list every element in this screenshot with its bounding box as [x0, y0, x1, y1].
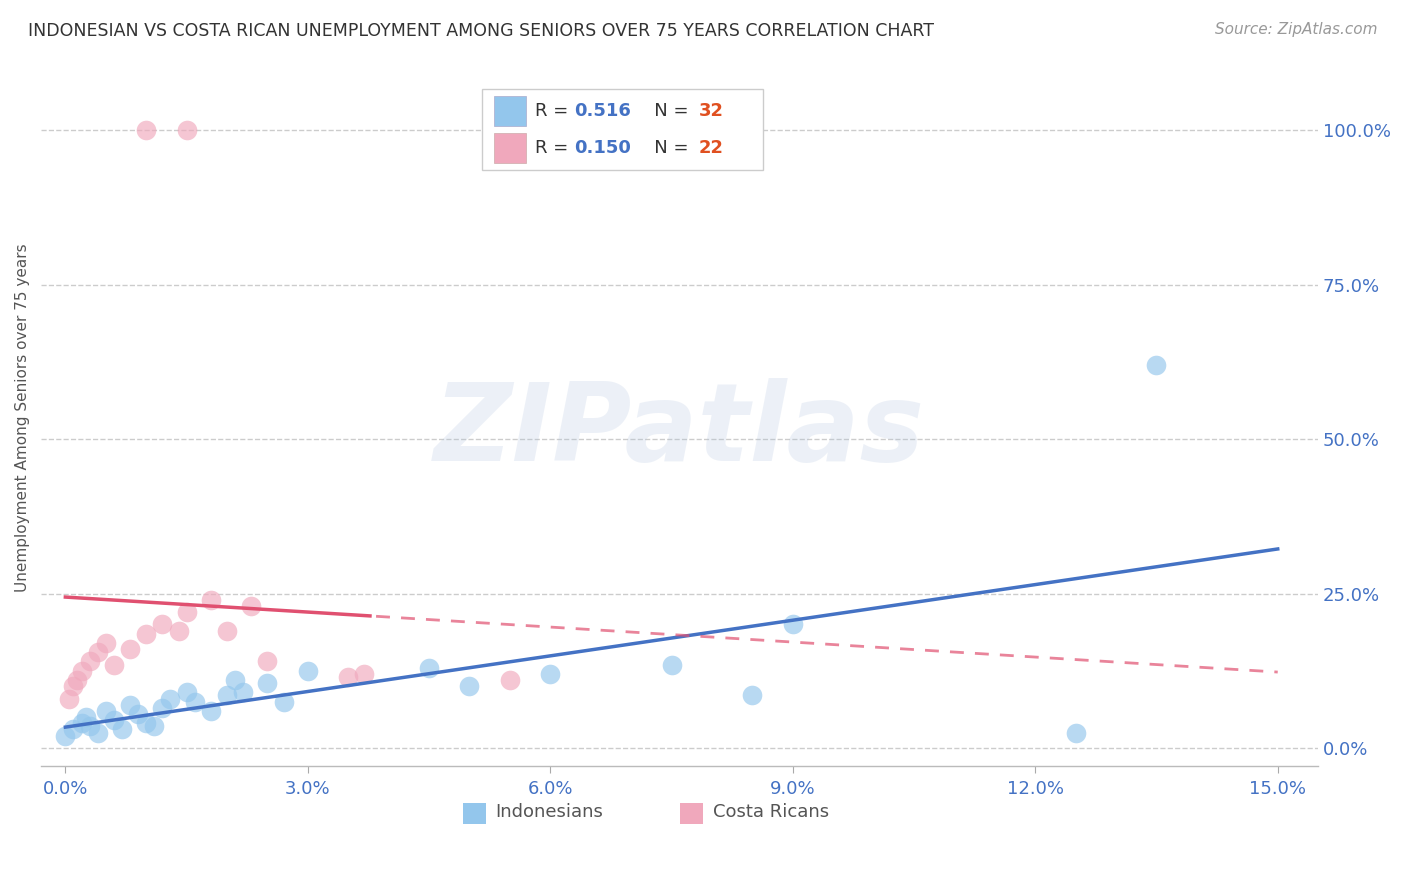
- Point: [297, 664, 319, 678]
- Point: [79, 655, 101, 669]
- Text: 0.516: 0.516: [574, 102, 630, 120]
- Point: [58, 691, 80, 706]
- Point: [150, 700, 173, 714]
- FancyBboxPatch shape: [463, 804, 485, 824]
- Text: INDONESIAN VS COSTA RICAN UNEMPLOYMENT AMONG SENIORS OVER 75 YEARS CORRELATION C: INDONESIAN VS COSTA RICAN UNEMPLOYMENT A…: [28, 22, 934, 40]
- FancyBboxPatch shape: [495, 96, 526, 126]
- Text: N =: N =: [637, 139, 695, 157]
- Text: Source: ZipAtlas.com: Source: ZipAtlas.com: [1215, 22, 1378, 37]
- Point: [135, 716, 157, 731]
- Point: [94, 636, 117, 650]
- Point: [215, 624, 238, 638]
- Point: [458, 679, 481, 693]
- Point: [118, 642, 141, 657]
- Point: [224, 673, 246, 687]
- FancyBboxPatch shape: [482, 89, 762, 169]
- Point: [103, 713, 125, 727]
- Text: R =: R =: [536, 139, 574, 157]
- Point: [215, 689, 238, 703]
- Point: [143, 719, 166, 733]
- Text: Costa Ricans: Costa Ricans: [713, 803, 830, 821]
- Point: [538, 666, 561, 681]
- FancyBboxPatch shape: [495, 134, 526, 162]
- Text: 32: 32: [699, 102, 724, 120]
- Point: [70, 664, 93, 678]
- Point: [353, 666, 375, 681]
- Point: [150, 617, 173, 632]
- Text: 0.150: 0.150: [574, 139, 630, 157]
- Point: [273, 695, 295, 709]
- Point: [118, 698, 141, 712]
- Point: [1064, 725, 1087, 739]
- Point: [127, 706, 149, 721]
- Point: [53, 729, 76, 743]
- Y-axis label: Unemployment Among Seniors over 75 years: Unemployment Among Seniors over 75 years: [15, 244, 30, 591]
- Point: [79, 719, 101, 733]
- Point: [499, 673, 522, 687]
- Point: [176, 605, 198, 619]
- Point: [240, 599, 263, 613]
- Point: [418, 660, 440, 674]
- Point: [232, 685, 254, 699]
- Point: [111, 723, 134, 737]
- Text: Indonesians: Indonesians: [496, 803, 603, 821]
- Point: [66, 673, 89, 687]
- Point: [75, 710, 97, 724]
- Point: [176, 123, 198, 137]
- Point: [782, 617, 804, 632]
- Point: [661, 657, 683, 672]
- Point: [200, 592, 222, 607]
- Point: [70, 716, 93, 731]
- Point: [1146, 358, 1168, 372]
- Point: [176, 685, 198, 699]
- Point: [135, 626, 157, 640]
- Point: [200, 704, 222, 718]
- Point: [86, 645, 108, 659]
- Point: [337, 670, 360, 684]
- Point: [86, 725, 108, 739]
- Point: [103, 657, 125, 672]
- Point: [135, 123, 157, 137]
- Point: [183, 695, 205, 709]
- FancyBboxPatch shape: [679, 804, 703, 824]
- Point: [62, 679, 84, 693]
- Point: [62, 723, 84, 737]
- Point: [159, 691, 181, 706]
- Point: [256, 676, 278, 690]
- Text: ZIPatlas: ZIPatlas: [434, 378, 925, 484]
- Point: [94, 704, 117, 718]
- Text: 22: 22: [699, 139, 724, 157]
- Text: R =: R =: [536, 102, 574, 120]
- Point: [256, 655, 278, 669]
- Text: N =: N =: [637, 102, 695, 120]
- Point: [741, 689, 763, 703]
- Point: [167, 624, 190, 638]
